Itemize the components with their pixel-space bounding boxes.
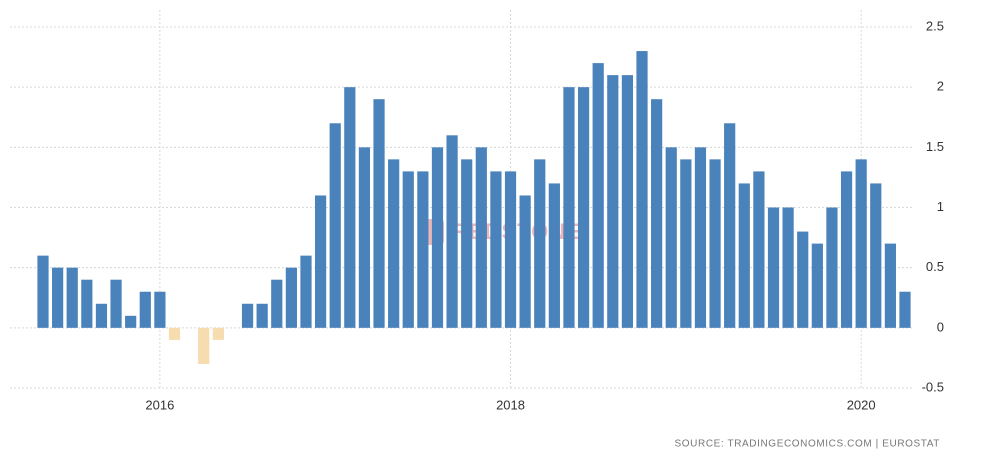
bar <box>431 147 444 328</box>
bar <box>534 159 546 328</box>
x-tick-label: 2016 <box>145 397 174 412</box>
bar <box>358 147 371 328</box>
bar <box>329 123 341 328</box>
bar <box>388 159 400 328</box>
bar <box>870 183 882 328</box>
source: SOURCE: TRADINGECONOMICS.COM | EUROSTAT <box>675 439 940 450</box>
bar <box>884 243 896 328</box>
bar <box>417 171 429 328</box>
bar <box>198 327 210 364</box>
bar <box>826 207 838 328</box>
bar <box>680 159 692 328</box>
bar <box>577 87 590 328</box>
y-tick-label: 2 <box>937 79 944 94</box>
bar <box>592 63 604 328</box>
bar <box>402 171 414 328</box>
bar <box>446 135 458 328</box>
x-tick-label: 2018 <box>496 397 525 412</box>
y-tick-label: 1.5 <box>926 139 944 154</box>
bar <box>461 159 473 328</box>
bar <box>665 147 677 328</box>
bar <box>256 303 268 328</box>
bar <box>724 123 736 328</box>
bar <box>767 207 780 328</box>
bar <box>314 195 327 328</box>
bar <box>899 291 911 328</box>
bar <box>37 255 49 328</box>
bar <box>344 87 356 328</box>
bar <box>271 279 283 328</box>
bar <box>373 99 385 328</box>
bar <box>548 183 560 328</box>
bar <box>621 75 634 328</box>
bar <box>797 231 809 328</box>
bar <box>694 147 707 328</box>
x-tick-label: 2020 <box>847 397 876 412</box>
y-tick-label: 0 <box>937 319 944 334</box>
bar <box>168 327 181 340</box>
bar <box>782 207 794 328</box>
bar <box>475 147 487 328</box>
bar <box>241 303 254 328</box>
bar <box>66 267 78 328</box>
bar <box>855 159 867 328</box>
bar <box>811 243 823 328</box>
y-tick-label: 0.5 <box>926 259 944 274</box>
bar <box>753 171 765 328</box>
bar <box>607 75 619 328</box>
bar <box>738 183 750 328</box>
bar <box>636 51 648 328</box>
bar <box>709 159 721 328</box>
bar <box>504 171 517 328</box>
bar <box>81 279 93 328</box>
bar <box>300 255 312 328</box>
bar <box>139 291 151 328</box>
bar <box>490 171 502 328</box>
y-tick-label: -0.5 <box>922 379 944 394</box>
bar <box>519 195 531 328</box>
bar <box>212 327 224 340</box>
y-tick-label: 1 <box>937 199 944 214</box>
bar <box>125 315 137 328</box>
bar <box>840 171 853 328</box>
bar <box>52 267 64 328</box>
y-tick-label: 2.5 <box>926 18 944 33</box>
bar <box>563 87 575 328</box>
bar <box>110 279 122 328</box>
bar <box>651 99 663 328</box>
bar <box>285 267 297 328</box>
bar <box>95 303 108 328</box>
bar <box>154 291 166 328</box>
